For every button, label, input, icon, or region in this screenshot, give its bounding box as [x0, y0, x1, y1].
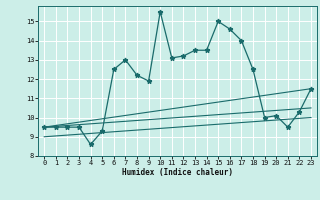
X-axis label: Humidex (Indice chaleur): Humidex (Indice chaleur): [122, 168, 233, 177]
